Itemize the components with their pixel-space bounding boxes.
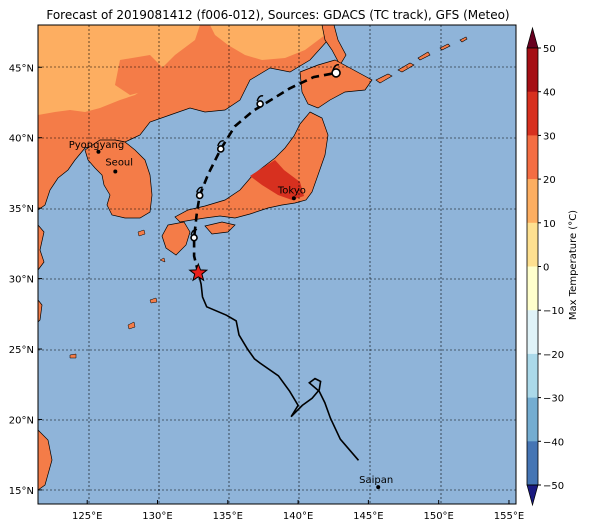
city-label: Pyongyang xyxy=(69,140,124,151)
china-coast xyxy=(38,224,45,271)
lat-tick-label: 25°N xyxy=(9,345,34,356)
sakhalin xyxy=(321,25,347,66)
typhoon-arm-icon xyxy=(256,95,264,102)
colorbar-tick-label: 50 xyxy=(543,44,556,55)
colorbar-tick-label: −30 xyxy=(543,394,564,405)
colorbar-segment xyxy=(527,135,538,180)
colorbar-segment xyxy=(527,91,538,136)
city-marker xyxy=(376,485,381,490)
colorbar-segment xyxy=(527,266,538,311)
lon-tick-label: 140°E xyxy=(283,511,313,522)
colorbar-extend-max xyxy=(526,26,539,49)
kurils xyxy=(375,36,468,84)
lat-tick-label: 35°N xyxy=(9,204,34,215)
latitude-ticks: 45°N 40°N 35°N 30°N 25°N 20°N 15°N xyxy=(9,63,42,497)
mainland-hot2 xyxy=(210,25,330,60)
colorbar-tick-label: −50 xyxy=(543,481,564,492)
china-coast2 xyxy=(38,299,43,323)
colorbar-tick-label: 30 xyxy=(543,131,556,142)
colorbar-segment xyxy=(527,397,538,442)
city-marker xyxy=(291,196,296,201)
colorbar-label: Max Temperature (°C) xyxy=(568,210,579,320)
typhoon-arm-icon xyxy=(217,140,224,147)
colorbar-tick-label: 20 xyxy=(543,175,556,186)
honshu-hot xyxy=(250,160,304,200)
typhoon-symbol-icon xyxy=(190,233,198,242)
kyushu xyxy=(161,221,191,256)
lat-tick-label: 45°N xyxy=(9,63,34,74)
track-forecast-line xyxy=(192,71,337,274)
colorbar-tick-label: 40 xyxy=(543,88,556,99)
colorbar-segment xyxy=(527,48,538,93)
typhoon-symbol-icon xyxy=(216,145,225,153)
city-label: Seoul xyxy=(105,158,133,169)
colorbar-segment xyxy=(527,179,538,224)
map-layer: Pyongyang Seoul Tokyo Saipan xyxy=(38,25,516,504)
colorbar-tick-label: −10 xyxy=(543,306,564,317)
map-frame xyxy=(37,24,517,505)
typhoon-arm-icon xyxy=(332,64,340,71)
typhoon-symbol-icon xyxy=(195,191,204,200)
colorbar-segment xyxy=(527,310,538,355)
lat-tick-label: 30°N xyxy=(9,275,34,286)
ryukyu-islands xyxy=(69,229,166,359)
colorbar-extend-min xyxy=(526,484,539,507)
cities: Pyongyang Seoul Tokyo Saipan xyxy=(69,140,393,490)
colorbar: 50 40 30 20 10 0 −10 −20 −30 −40 −50 xyxy=(526,26,564,507)
hokkaido xyxy=(299,59,373,109)
typhoon-symbol-icon xyxy=(256,100,264,108)
colorbar-tick-label: −20 xyxy=(543,350,564,361)
colorbar-tick-label: −40 xyxy=(543,437,564,448)
typhoon-symbol-icon xyxy=(331,68,341,78)
lon-tick-label: 125°E xyxy=(72,511,102,522)
typhoon-arm-icon xyxy=(190,228,198,235)
colorbar-segment xyxy=(527,441,538,486)
lon-tick-label: 145°E xyxy=(353,511,383,522)
track-positions xyxy=(190,64,341,242)
track-observed-line xyxy=(197,272,360,461)
map-title: Forecast of 2019081412 (f006-012), Sourc… xyxy=(46,8,510,22)
longitude-ticks: 125°E 130°E 135°E 140°E 145°E 150°E 155°E xyxy=(72,500,524,522)
korea xyxy=(84,139,153,219)
shikoku xyxy=(204,221,236,235)
lon-tick-label: 155°E xyxy=(494,511,524,522)
mainland-patch xyxy=(115,55,165,95)
city-label: Tokyo xyxy=(277,185,306,196)
colorbar-segment xyxy=(527,353,538,399)
lat-tick-label: 20°N xyxy=(9,415,34,426)
lon-tick-label: 135°E xyxy=(213,511,243,522)
colorbar-tick-label: 0 xyxy=(543,263,549,274)
lon-tick-label: 130°E xyxy=(142,511,172,522)
city-marker xyxy=(113,169,118,174)
typhoon-arm-icon xyxy=(196,186,203,193)
colorbar-segment xyxy=(527,222,538,267)
lat-tick-label: 15°N xyxy=(9,486,34,497)
china-coast3 xyxy=(38,429,53,491)
lon-tick-label: 150°E xyxy=(423,511,453,522)
lat-tick-label: 40°N xyxy=(9,134,34,145)
city-marker xyxy=(96,149,101,154)
colorbar-tick-label: 10 xyxy=(543,219,556,230)
current-position-star xyxy=(188,262,209,282)
city-label: Saipan xyxy=(359,475,393,486)
